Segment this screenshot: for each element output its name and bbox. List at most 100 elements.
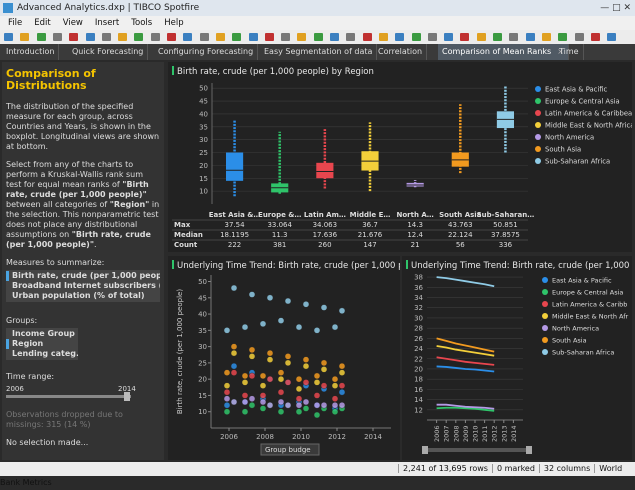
tool-button[interactable]: [297, 33, 307, 41]
dropdown[interactable]: [260, 443, 320, 456]
tool-button[interactable]: [541, 33, 551, 41]
tool-button[interactable]: [199, 33, 209, 41]
text-run: between all categories of: [6, 200, 110, 209]
menu-item[interactable]: File: [8, 18, 23, 28]
y-tick-label: 15: [199, 175, 208, 183]
tool-button[interactable]: [134, 33, 144, 41]
table-cell: 18.1195: [220, 231, 249, 239]
point: [295, 323, 303, 331]
legend-label: Latin America & Caribbean: [545, 110, 632, 118]
tool-button[interactable]: [167, 33, 176, 41]
tool-button[interactable]: [150, 33, 160, 41]
point: [223, 369, 231, 376]
tool-button[interactable]: [444, 33, 454, 41]
tool-button[interactable]: [558, 33, 568, 41]
tool-button[interactable]: [101, 33, 111, 41]
legend-label: Middle East & North Africa: [545, 122, 632, 130]
x-tick-label: 2008: [452, 425, 460, 442]
legend-label: North America: [552, 325, 599, 333]
y-tick-label: 25: [199, 149, 208, 157]
series-line: [436, 403, 495, 410]
tab[interactable]: Introduction: [2, 44, 60, 60]
tool-button[interactable]: [395, 33, 405, 41]
tool-button[interactable]: [20, 33, 30, 41]
list-item[interactable]: Birth rate, crude (per 1,000 people): [6, 271, 160, 281]
scroll-thumb[interactable]: [526, 446, 532, 454]
tab[interactable]: Time: [555, 44, 584, 60]
tool-button[interactable]: [411, 33, 421, 41]
tool-button[interactable]: [362, 33, 372, 41]
tool-button[interactable]: [313, 33, 323, 41]
y-tick-label: 50: [198, 278, 207, 286]
tool-button[interactable]: [183, 33, 193, 41]
category-label: South Asia: [439, 211, 482, 219]
x-tick-label: 2006: [433, 425, 441, 442]
tool-button[interactable]: [281, 33, 291, 41]
tool-button[interactable]: [525, 33, 535, 41]
tool-button[interactable]: [346, 33, 356, 41]
time-slider[interactable]: 2006 2014: [6, 384, 160, 406]
point: [302, 405, 310, 412]
tab-close[interactable]: ×: [557, 47, 564, 56]
tool-button[interactable]: [330, 33, 339, 41]
chart-title: Underlying Time Trend: Birth rate, crude…: [177, 261, 400, 271]
tool-button[interactable]: [69, 33, 79, 41]
tool-button[interactable]: [460, 33, 470, 41]
menu-item[interactable]: View: [62, 18, 83, 28]
tool-button[interactable]: [574, 33, 584, 41]
legend-swatch: [535, 122, 541, 128]
tab[interactable]: Comparison of Mean Ranks ×: [438, 44, 569, 60]
tool-button[interactable]: [427, 33, 437, 41]
series-line: [436, 276, 495, 288]
tool-button[interactable]: [476, 33, 486, 41]
tool-button[interactable]: [4, 33, 13, 41]
menu-item[interactable]: Edit: [34, 18, 51, 28]
tab-strip: Introduction Quick Forecasting Configuring…: [0, 44, 635, 60]
tab[interactable]: Correlation: [374, 44, 428, 60]
point: [284, 359, 292, 367]
legend-swatch: [542, 313, 548, 319]
tool-button[interactable]: [248, 33, 258, 41]
y-axis-label: Birth rate, crude (per 1,000 people): [176, 289, 184, 414]
point: [259, 405, 267, 412]
y-tick-label: 35: [198, 327, 207, 335]
x-tick-label: 2008: [256, 433, 274, 441]
tool-button[interactable]: [215, 33, 225, 41]
tool-button[interactable]: [118, 33, 128, 41]
tool-button[interactable]: [493, 33, 502, 41]
range-start: 2006: [6, 385, 24, 393]
scroll-thumb[interactable]: [422, 446, 428, 454]
list-item[interactable]: Broadband Internet subscribers (per 10: [12, 281, 160, 290]
list-item[interactable]: Lending categ...: [12, 349, 78, 358]
tool-button[interactable]: [590, 33, 600, 41]
tab[interactable]: Configuring Forecasting: [154, 44, 259, 60]
menu-item[interactable]: Tools: [131, 18, 153, 28]
point: [230, 284, 238, 292]
point: [313, 402, 321, 409]
tool-button[interactable]: [85, 33, 95, 41]
tool-button[interactable]: [264, 33, 274, 41]
point: [277, 408, 285, 415]
table-cell: 222: [228, 241, 241, 249]
measure-list[interactable]: Birth rate, crude (per 1,000 people) Broa…: [6, 270, 160, 302]
legend-label: South Asia: [545, 146, 581, 154]
tool-button[interactable]: [232, 33, 242, 41]
tool-button[interactable]: [36, 33, 46, 41]
tool-button[interactable]: [378, 33, 388, 41]
tab[interactable]: Quick Forecasting: [68, 44, 149, 60]
tool-button[interactable]: [52, 33, 62, 41]
list-item[interactable]: Income Group: [12, 329, 75, 338]
menu-item[interactable]: Help: [164, 18, 184, 28]
status-item: 2,241 of 13,695 rows: [398, 464, 492, 473]
table-row-label: Count: [174, 241, 198, 249]
legend-swatch: [535, 110, 541, 116]
menu-item[interactable]: Insert: [94, 18, 120, 28]
list-item[interactable]: Urban population (% of total): [12, 291, 145, 300]
tool-button[interactable]: [607, 33, 617, 41]
point: [230, 349, 238, 357]
tab[interactable]: Easy Segmentation of data: [260, 44, 378, 60]
group-list[interactable]: Income Group Region Lending categ...: [6, 328, 78, 360]
list-item[interactable]: Region: [6, 339, 78, 349]
tool-button[interactable]: [509, 33, 519, 41]
